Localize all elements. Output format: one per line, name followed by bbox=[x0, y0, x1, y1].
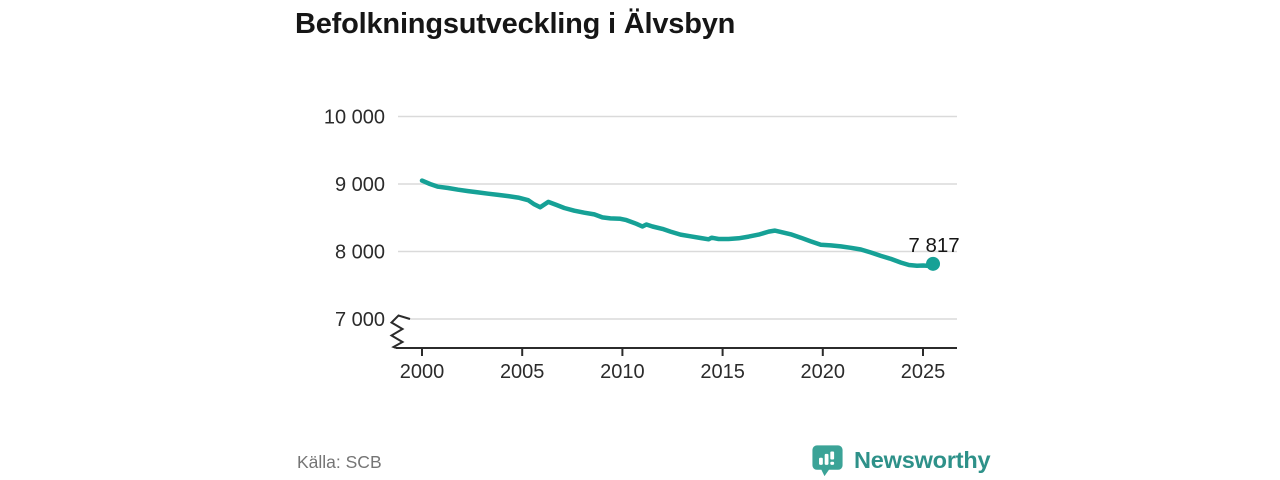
population-line bbox=[419, 178, 936, 269]
newsworthy-chart-bubble-icon bbox=[812, 444, 843, 476]
brand-name: Newsworthy bbox=[854, 446, 991, 473]
y-tick-label: 9 000 bbox=[335, 174, 385, 196]
source-note: Källa: SCB bbox=[297, 452, 382, 472]
end-point-dot bbox=[926, 256, 941, 271]
y-tick-label: 8 000 bbox=[335, 242, 385, 264]
end-value-label: 7 817 bbox=[908, 234, 959, 257]
x-tick-label: 2025 bbox=[901, 361, 946, 383]
x-tick-label: 2020 bbox=[801, 361, 846, 383]
page-title: Befolkningsutveckling i Älvsbyn bbox=[295, 8, 736, 40]
x-tick-label: 2015 bbox=[700, 361, 745, 383]
x-tick-label: 2010 bbox=[600, 361, 645, 383]
axis-break-icon bbox=[389, 314, 411, 349]
y-tick-label: 7 000 bbox=[335, 309, 385, 331]
newsworthy-logo: Newsworthy bbox=[810, 441, 991, 479]
y-tick-label: 10 000 bbox=[324, 107, 385, 129]
x-tick-label: 2005 bbox=[500, 361, 545, 383]
x-tick-label: 2000 bbox=[400, 361, 445, 383]
